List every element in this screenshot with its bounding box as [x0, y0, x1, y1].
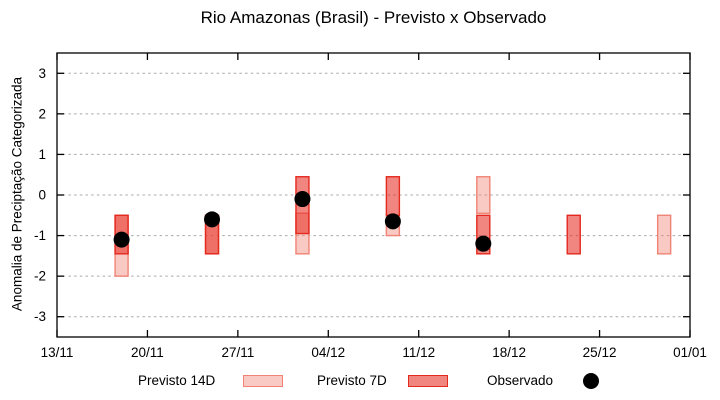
- x-tick-label: 18/12: [492, 345, 526, 360]
- x-tick-label: 04/12: [311, 345, 345, 360]
- x-tick-label: 13/11: [41, 345, 74, 360]
- legend-label-previsto-7d: Previsto 7D: [317, 373, 387, 388]
- observed-dot: [294, 191, 311, 208]
- chart-title: Rio Amazonas (Brasil) - Previsto x Obser…: [200, 8, 547, 27]
- legend-label-previsto-14d: Previsto 14D: [138, 373, 216, 388]
- observed-dot: [384, 213, 401, 230]
- x-tick-label: 01/01: [673, 345, 707, 360]
- range-box-previsto-14d: [476, 176, 491, 214]
- legend-swatch-observado: [583, 373, 599, 389]
- legend-swatch-previsto-7d: [408, 375, 448, 387]
- range-box-previsto-7d: [566, 214, 581, 255]
- observed-dot: [113, 231, 130, 248]
- range-box-previsto-7d: [385, 176, 401, 216]
- y-tick-label: 3: [38, 66, 46, 81]
- y-tick-label: -2: [34, 269, 46, 284]
- observed-dot: [204, 211, 221, 228]
- x-tick-label: 27/11: [221, 345, 254, 360]
- y-tick-label: 2: [38, 106, 46, 121]
- y-tick-label: -3: [34, 309, 46, 324]
- legend-label-observado: Observado: [487, 373, 554, 388]
- y-tick-label: -1: [34, 228, 46, 243]
- y-tick-label: 0: [38, 188, 46, 203]
- legend-swatch-previsto-14d: [243, 375, 283, 387]
- x-tick-label: 11/12: [402, 345, 435, 360]
- range-box-previsto-14d: [656, 214, 672, 255]
- y-tick-label: 1: [38, 147, 46, 162]
- x-tick-label: 20/11: [131, 345, 164, 360]
- x-tick-label: 25/12: [583, 345, 617, 360]
- observed-dot: [475, 235, 492, 252]
- plot-border: [56, 52, 691, 338]
